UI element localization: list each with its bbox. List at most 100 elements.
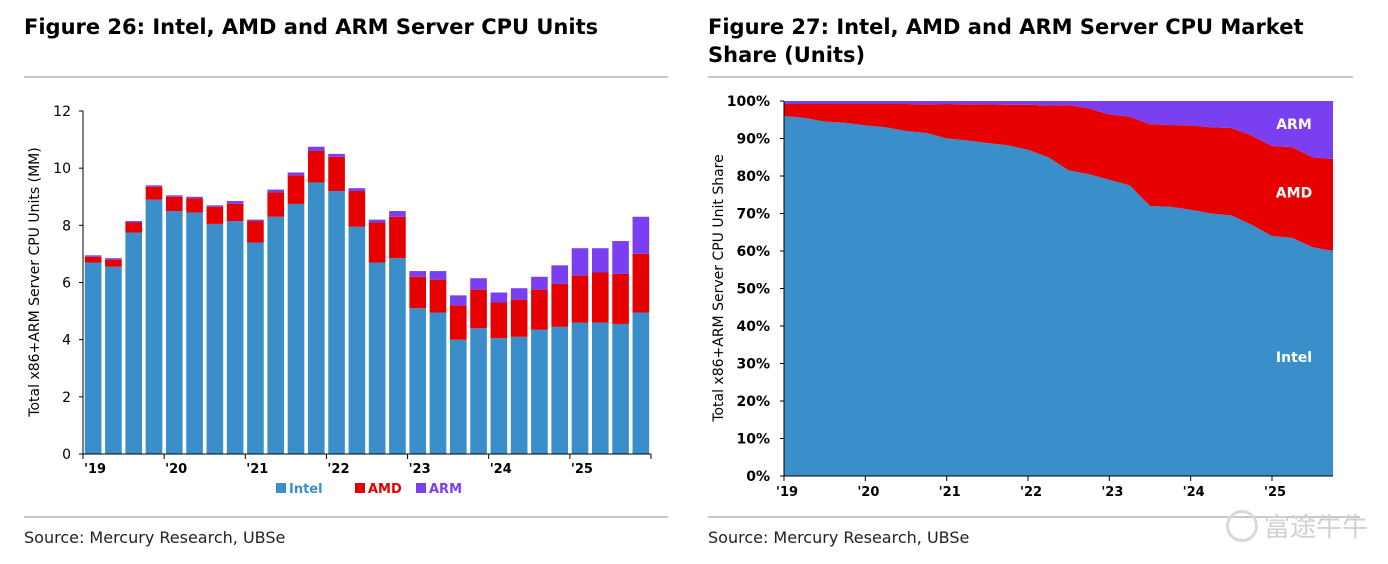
bar-intel-3Q19 bbox=[125, 232, 143, 454]
y-tick-label: 8 bbox=[62, 218, 71, 234]
y-tick-label: 12 bbox=[53, 104, 71, 120]
bar-amd-4Q24 bbox=[551, 283, 569, 327]
bar-arm-3Q24 bbox=[531, 276, 548, 290]
area-arm bbox=[784, 101, 1333, 160]
x-tick-label: '22 bbox=[1020, 485, 1042, 500]
bar-arm-3Q19 bbox=[125, 221, 143, 223]
figure-26-panel: Figure 26: Intel, AMD and ARM Server CPU… bbox=[0, 0, 690, 564]
bar-arm-1Q22 bbox=[328, 153, 345, 157]
bar-intel-2Q20 bbox=[186, 212, 203, 454]
bar-intel-1Q22 bbox=[328, 191, 345, 454]
bar-amd-1Q22 bbox=[328, 156, 345, 192]
bar-arm-4Q23 bbox=[470, 278, 487, 290]
bar-arm-2Q22 bbox=[348, 188, 366, 192]
figure-26-top-rule bbox=[24, 76, 668, 78]
legend-label-intel: Intel bbox=[289, 482, 323, 497]
bar-intel-2Q24 bbox=[510, 336, 528, 454]
figure-26-legend: Intel AMD ARM bbox=[276, 482, 462, 497]
bar-amd-1Q24 bbox=[490, 302, 508, 339]
series-label-intel: Intel bbox=[1276, 350, 1312, 366]
y-tick-label: 30% bbox=[736, 357, 770, 373]
bar-amd-2Q21 bbox=[267, 192, 285, 217]
bar-intel-3Q22 bbox=[368, 262, 386, 454]
y-tick-label: 2 bbox=[62, 390, 71, 406]
bar-intel-2Q23 bbox=[429, 312, 447, 454]
bar-intel-3Q25 bbox=[612, 323, 629, 454]
bar-amd-3Q21 bbox=[287, 175, 305, 204]
y-tick-label: 20% bbox=[736, 394, 770, 410]
series-label-arm: ARM bbox=[1276, 117, 1312, 133]
figure-27-chart: Total x86+ARM Server CPU Unit Share 0% 10… bbox=[711, 94, 1333, 500]
figure-27-title: Figure 27: Intel, AMD and ARM Server CPU… bbox=[708, 15, 1304, 67]
bar-arm-4Q19 bbox=[145, 185, 163, 187]
bar-intel-2Q19 bbox=[105, 266, 122, 454]
bar-amd-2Q22 bbox=[348, 191, 366, 227]
bar-amd-2Q25 bbox=[591, 272, 609, 323]
bar-amd-4Q21 bbox=[307, 151, 325, 183]
bar-amd-4Q23 bbox=[470, 289, 487, 329]
x-tick-label: '19 bbox=[84, 462, 106, 477]
legend-label-amd: AMD bbox=[368, 482, 402, 497]
bar-amd-3Q23 bbox=[449, 305, 467, 340]
bar-amd-4Q25 bbox=[632, 253, 650, 313]
watermark-text: 富途牛牛 bbox=[1263, 513, 1368, 543]
y-tick-label: 50% bbox=[736, 282, 770, 298]
x-tick-label: '24 bbox=[1183, 485, 1205, 500]
y-tick-label: 70% bbox=[736, 207, 770, 223]
x-tick-label: '22 bbox=[327, 462, 349, 477]
bar-arm-3Q21 bbox=[287, 172, 305, 176]
futu-logo-icon bbox=[1225, 509, 1258, 542]
figure-26-bottom-rule bbox=[24, 516, 668, 518]
bar-arm-1Q24 bbox=[490, 292, 508, 303]
area-amd bbox=[784, 104, 1333, 251]
bar-intel-4Q24 bbox=[551, 326, 569, 454]
bar-amd-4Q22 bbox=[389, 216, 406, 259]
bar-amd-1Q25 bbox=[571, 275, 589, 323]
bar-intel-1Q25 bbox=[571, 322, 589, 454]
y-tick-label: 80% bbox=[736, 169, 770, 185]
bar-arm-2Q25 bbox=[591, 248, 609, 273]
bar-intel-1Q23 bbox=[409, 308, 427, 454]
bar-arm-2Q20 bbox=[186, 196, 203, 199]
bar-amd-1Q19 bbox=[84, 256, 102, 263]
bar-arm-1Q23 bbox=[409, 271, 427, 277]
bar-arm-4Q20 bbox=[226, 201, 244, 204]
bar-intel-2Q21 bbox=[267, 216, 285, 454]
bar-intel-1Q19 bbox=[84, 262, 102, 454]
watermark: 富途牛牛 bbox=[1225, 507, 1368, 544]
bar-amd-4Q19 bbox=[145, 186, 163, 200]
bar-arm-4Q24 bbox=[551, 265, 569, 284]
bar-arm-3Q23 bbox=[449, 295, 467, 306]
figure-27-bottom-rule bbox=[708, 516, 1360, 518]
bar-intel-1Q21 bbox=[247, 242, 264, 454]
bar-arm-3Q20 bbox=[206, 205, 224, 207]
x-tick-label: '24 bbox=[490, 462, 512, 477]
bar-amd-1Q21 bbox=[247, 221, 264, 243]
bar-intel-2Q22 bbox=[348, 226, 366, 454]
y-tick-label: 60% bbox=[736, 244, 770, 260]
y-tick-label: 10% bbox=[736, 432, 770, 448]
figure-27-source: Source: Mercury Research, UBSe bbox=[708, 528, 970, 547]
bar-intel-1Q24 bbox=[490, 338, 508, 454]
x-tick-label: '25 bbox=[1264, 485, 1286, 500]
y-tick-label: 10 bbox=[53, 161, 71, 177]
x-tick-label: '25 bbox=[571, 462, 593, 477]
x-tick-label: '20 bbox=[165, 462, 187, 477]
bar-arm-2Q19 bbox=[105, 258, 122, 260]
x-tick-label: '23 bbox=[409, 462, 431, 477]
y-tick-label: 0 bbox=[62, 447, 71, 463]
bar-intel-4Q19 bbox=[145, 199, 163, 454]
bar-amd-3Q24 bbox=[531, 289, 548, 330]
bar-intel-4Q23 bbox=[470, 328, 487, 454]
figure-27-panel: Figure 27: Intel, AMD and ARM Server CPU… bbox=[690, 0, 1388, 564]
figure-26-source: Source: Mercury Research, UBSe bbox=[24, 528, 286, 547]
bar-arm-2Q24 bbox=[510, 288, 528, 300]
bar-amd-1Q20 bbox=[165, 196, 183, 212]
x-tick-label: '19 bbox=[776, 485, 798, 500]
bar-arm-1Q21 bbox=[247, 219, 264, 222]
bar-arm-4Q21 bbox=[307, 146, 325, 152]
bar-amd-4Q20 bbox=[226, 203, 244, 222]
y-tick-label: 90% bbox=[736, 132, 770, 148]
x-tick-label: '21 bbox=[246, 462, 268, 477]
bar-amd-3Q25 bbox=[612, 273, 629, 324]
